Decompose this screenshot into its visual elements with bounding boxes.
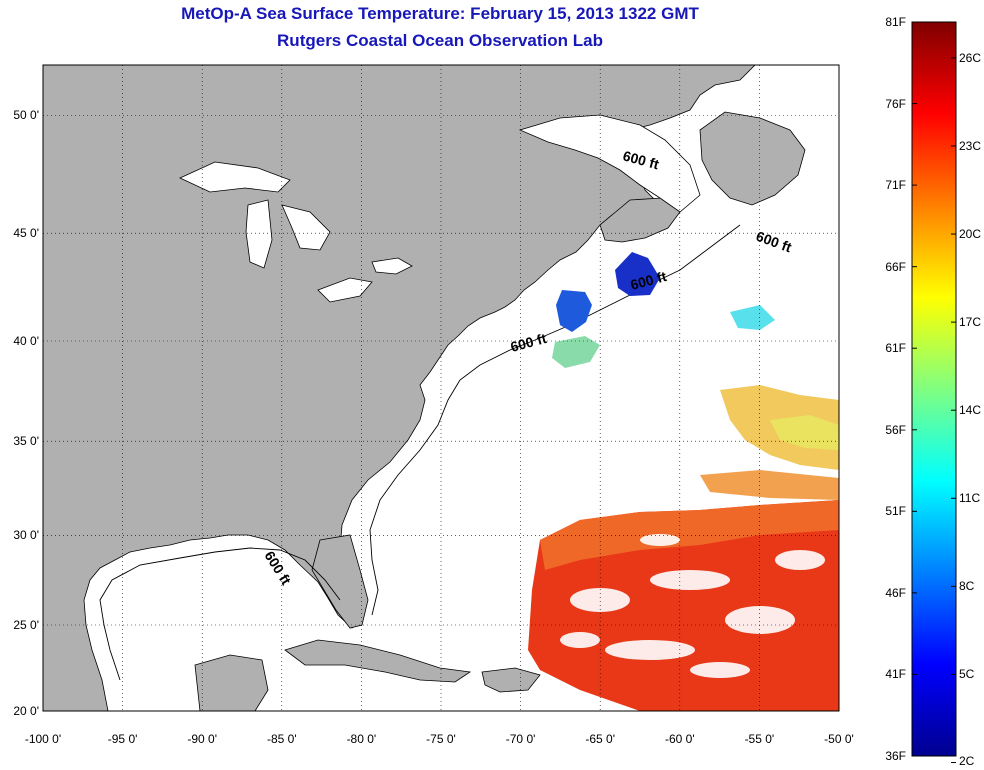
sst-scattered-cyan [730,305,775,330]
colorbar-f-label: 71F [885,178,906,193]
colorbar-f-label: 36F [885,749,906,763]
colorbar-f-label: 46F [885,585,906,600]
longitude-tick-label: -85 0' [266,732,297,746]
longitude-tick-label: -70 0' [505,732,536,746]
shelf-contour-600ft [369,224,741,616]
colorbar-c-label: 20C [959,227,982,242]
colorbar-c-label: 23C [959,138,982,153]
longitude-tick-label: -60 0' [664,732,695,746]
colorbar-ticks [912,21,956,764]
latitude-tick-label: 40 0' [13,334,39,348]
graticule [43,65,839,711]
st-lawrence-water [518,114,701,213]
longitude-tick-label: -75 0' [426,732,456,746]
hispaniola-land [481,667,541,693]
colorbar-f-label: 56F [885,422,906,437]
latitude-tick-label: 50 0' [13,108,39,123]
longitude-tick-label: -95 0' [107,732,138,746]
sst-mid-band-orange [700,470,839,500]
colorbar-c-label: 26C [959,50,982,65]
nova-scotia-land [599,197,681,243]
cloud-gaps [560,534,825,678]
colorbar-c-label: 5C [959,667,975,682]
latitude-tick-label: 20 0' [13,704,39,718]
florida-land [311,534,369,629]
colorbar-f-label: 41F [885,667,906,682]
longitude-tick-label: -100 0' [24,732,62,746]
sst-scattered-cool [552,336,600,368]
colorbar-c-label: 11C [959,491,981,506]
latitude-tick-label: 35 0' [13,434,39,449]
sst-cold-patch-gulf-of-maine [556,290,592,332]
map-frame [42,64,840,712]
colorbar-c-label: 2C [959,754,975,768]
map-subtitle: Rutgers Coastal Ocean Observation Lab [277,31,603,50]
sst-cold-patch-scotian-shelf [615,252,660,296]
latitude-tick-label: 30 0' [13,528,39,543]
great-lakes [179,161,413,303]
colorbar-f-label: 51F [885,504,906,519]
sst-subtropical-orange-top [540,500,839,570]
colorbar-c-label: 14C [959,403,982,418]
colorbar [911,21,957,757]
colorbar-f-label: 81F [885,15,906,29]
map-title: MetOp-A Sea Surface Temperature: Februar… [181,4,699,23]
yucatan-land [194,654,269,711]
longitude-tick-label: -80 0' [346,732,377,746]
cuba-land [284,639,472,683]
colorbar-f-label: 61F [885,341,906,356]
longitude-tick-label: -50 0' [824,732,854,746]
colorbar-f-label: 66F [885,259,906,274]
longitude-tick-label: -90 0' [187,732,218,746]
colorbar-c-label: 8C [959,579,975,594]
latitude-tick-label: 25 0' [13,617,39,632]
newfoundland-land [699,111,806,206]
colorbar-c-label: 17C [959,315,982,330]
longitude-tick-label: -65 0' [585,732,616,746]
colorbar-f-label: 76F [885,96,906,111]
latitude-tick-label: 45 0' [13,226,39,241]
longitude-tick-label: -55 0' [744,732,775,746]
